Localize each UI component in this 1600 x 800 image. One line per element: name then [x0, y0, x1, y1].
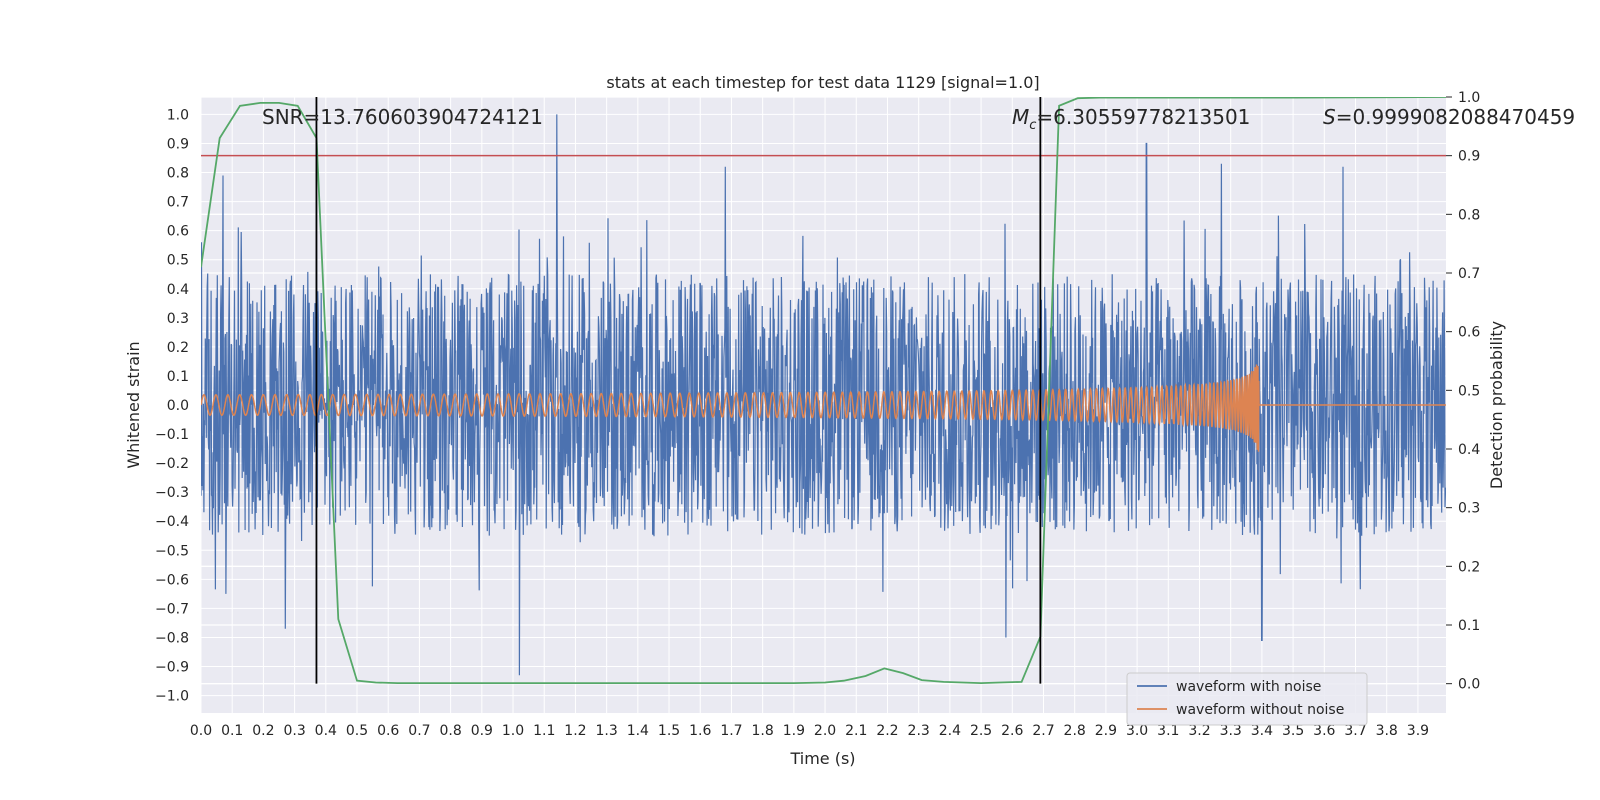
- y-axis-ticks: 1.0 0.9 0.8 0.7 0.6 0.5 0.4 0.3 0.2 0.1 0.0 −0.1 −0.…: [155, 107, 189, 704]
- x-tick-label: 0.6: [377, 723, 399, 739]
- y-tick-label: −0.8: [155, 630, 189, 646]
- y-tick-label: −0.6: [155, 572, 189, 588]
- x-tick-label: 0.7: [408, 723, 430, 739]
- x-tick-label: 3.8: [1376, 723, 1398, 739]
- x-tick-label: 2.1: [845, 723, 867, 739]
- y-tick-label: −0.1: [155, 427, 189, 443]
- x-tick-label: 0.0: [190, 723, 212, 739]
- x-tick-label: 3.4: [1251, 723, 1273, 739]
- y2-tick-label: 0.6: [1458, 325, 1480, 341]
- x-tick-label: 1.9: [783, 723, 805, 739]
- x-tick-label: 2.3: [908, 723, 930, 739]
- y2-tick-label: 0.7: [1458, 266, 1480, 282]
- x-tick-label: 1.7: [720, 723, 742, 739]
- plot-area: [201, 97, 1446, 685]
- x-tick-label: 1.0: [502, 723, 524, 739]
- x-tick-label: 0.8: [439, 723, 461, 739]
- y2-tick-label: 0.2: [1458, 559, 1480, 575]
- y-tick-label: 0.8: [167, 166, 189, 182]
- y2-tick-label: 0.1: [1458, 618, 1480, 634]
- x-tick-label: 2.4: [939, 723, 961, 739]
- y-tick-label: −0.4: [155, 514, 189, 530]
- x-tick-label: 3.5: [1282, 723, 1304, 739]
- x-tick-label: 1.3: [596, 723, 618, 739]
- x-tick-label: 0.2: [252, 723, 274, 739]
- y-tick-label: −0.5: [155, 543, 189, 559]
- y2-tick-label: 0.8: [1458, 207, 1480, 223]
- x-tick-label: 0.5: [346, 723, 368, 739]
- s-symbol: S: [1323, 105, 1336, 129]
- legend-label-noise: waveform with noise: [1176, 679, 1321, 695]
- x-tick-label: 1.4: [627, 723, 649, 739]
- x-tick-label: 2.9: [1095, 723, 1117, 739]
- x-tick-label: 3.6: [1313, 723, 1335, 739]
- y2-tick-label: 0.5: [1458, 383, 1480, 399]
- y-tick-label: −0.3: [155, 485, 189, 501]
- s-value: =0.9999082088470459: [1336, 105, 1575, 129]
- y2-axis-label: Detection probability: [1487, 321, 1506, 489]
- y-tick-label: 0.2: [167, 340, 189, 356]
- chirp-mass-value: =6.30559778213501: [1036, 105, 1250, 129]
- x-tick-label: 1.2: [564, 723, 586, 739]
- x-tick-label: 3.1: [1157, 723, 1179, 739]
- x-tick-label: 2.7: [1032, 723, 1054, 739]
- y2-axis-ticks: 1.0 0.9 0.8 0.7 0.6 0.5 0.4 0.3 0.2 0.1 0.0: [1446, 90, 1480, 693]
- y-tick-label: 0.4: [167, 282, 189, 298]
- y-tick-label: 0.9: [167, 136, 189, 152]
- x-tick-label: 3.7: [1344, 723, 1366, 739]
- x-tick-label: 3.0: [1126, 723, 1148, 739]
- y2-tick-label: 0.3: [1458, 501, 1480, 517]
- y-axis-label: Whitened strain: [124, 341, 143, 468]
- x-tick-label: 0.1: [221, 723, 243, 739]
- y-tick-label: 0.5: [167, 253, 189, 269]
- x-tick-label: 2.0: [814, 723, 836, 739]
- x-tick-label: 3.2: [1188, 723, 1210, 739]
- snr-annotation: SNR=13.760603904724121: [262, 105, 543, 129]
- series-detection-probability: [201, 97, 1446, 685]
- y2-tick-label: 0.4: [1458, 442, 1480, 458]
- x-tick-label: 2.6: [1001, 723, 1023, 739]
- x-tick-label: 2.2: [876, 723, 898, 739]
- y2-tick-label: 1.0: [1458, 90, 1480, 106]
- x-tick-label: 0.4: [315, 723, 337, 739]
- x-tick-label: 2.8: [1064, 723, 1086, 739]
- x-tick-label: 1.6: [689, 723, 711, 739]
- chirp-mass-symbol: M: [1012, 105, 1029, 129]
- x-tick-label: 0.3: [283, 723, 305, 739]
- y-tick-label: 1.0: [167, 107, 189, 123]
- y-tick-label: −0.9: [155, 660, 189, 676]
- y-tick-label: −0.7: [155, 601, 189, 617]
- x-tick-label: 2.5: [970, 723, 992, 739]
- chart-title: stats at each timestep for test data 112…: [606, 73, 1039, 92]
- x-axis-label: Time (s): [789, 749, 855, 768]
- y-tick-label: 0.3: [167, 311, 189, 327]
- y-tick-label: 0.1: [167, 369, 189, 385]
- s-annotation: S=0.9999082088470459: [1323, 105, 1575, 129]
- series-waveform-without-noise: [201, 364, 1446, 452]
- x-tick-label: 0.9: [471, 723, 493, 739]
- x-axis-ticks: 0.0 0.1 0.2 0.3 0.4 0.5 0.6 0.7 0.8 0.9 1.0 1.1 1.2 1…: [190, 723, 1429, 739]
- x-tick-label: 3.3: [1220, 723, 1242, 739]
- legend-box: [1126, 672, 1368, 726]
- y-tick-label: −0.2: [155, 456, 189, 472]
- y-tick-label: 0.6: [167, 224, 189, 240]
- x-tick-label: 1.1: [533, 723, 555, 739]
- chirp-mass-annotation: Mc=6.30559778213501: [1012, 105, 1250, 133]
- x-tick-label: 1.8: [752, 723, 774, 739]
- vertical-markers: [315, 97, 1042, 684]
- x-tick-label: 3.9: [1407, 723, 1429, 739]
- y2-tick-label: 0.9: [1458, 149, 1480, 165]
- y-tick-label: 0.0: [167, 398, 189, 414]
- y2-tick-label: 0.0: [1458, 677, 1480, 693]
- legend: waveform with noise waveform without noi…: [1126, 672, 1368, 726]
- x-tick-label: 1.5: [658, 723, 680, 739]
- y-tick-label: −1.0: [155, 689, 189, 705]
- legend-label-clean: waveform without noise: [1176, 702, 1344, 718]
- chirp-mass-subscript: c: [1029, 118, 1036, 133]
- y-tick-label: 0.7: [167, 195, 189, 211]
